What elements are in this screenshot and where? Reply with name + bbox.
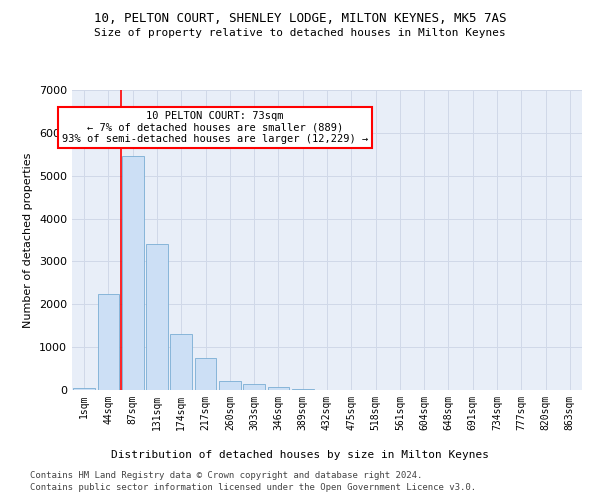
Text: Size of property relative to detached houses in Milton Keynes: Size of property relative to detached ho…: [94, 28, 506, 38]
Y-axis label: Number of detached properties: Number of detached properties: [23, 152, 34, 328]
Bar: [170, 334, 192, 390]
Bar: [146, 244, 168, 390]
Text: Distribution of detached houses by size in Milton Keynes: Distribution of detached houses by size …: [111, 450, 489, 460]
Bar: [122, 156, 143, 390]
Bar: [97, 294, 119, 390]
Bar: [194, 358, 217, 390]
Text: Contains HM Land Registry data © Crown copyright and database right 2024.: Contains HM Land Registry data © Crown c…: [30, 471, 422, 480]
Bar: [268, 386, 289, 390]
Text: 10, PELTON COURT, SHENLEY LODGE, MILTON KEYNES, MK5 7AS: 10, PELTON COURT, SHENLEY LODGE, MILTON …: [94, 12, 506, 26]
Bar: [292, 388, 314, 390]
Bar: [73, 388, 95, 390]
Text: 10 PELTON COURT: 73sqm
← 7% of detached houses are smaller (889)
93% of semi-det: 10 PELTON COURT: 73sqm ← 7% of detached …: [62, 111, 368, 144]
Bar: [243, 384, 265, 390]
Text: Contains public sector information licensed under the Open Government Licence v3: Contains public sector information licen…: [30, 484, 476, 492]
Bar: [219, 382, 241, 390]
